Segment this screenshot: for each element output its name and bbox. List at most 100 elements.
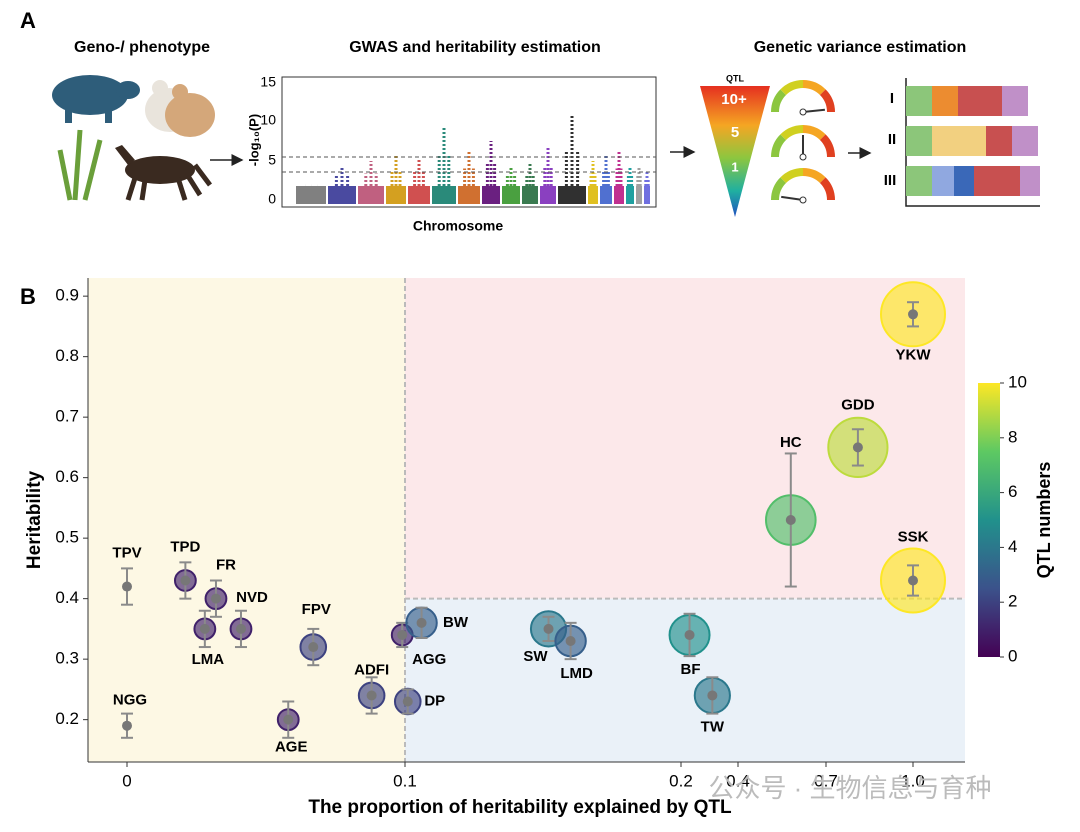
point xyxy=(180,575,191,586)
panel-label: B xyxy=(20,284,36,309)
colorbar-tick-label: 8 xyxy=(1008,427,1017,446)
x-tick-label: 0.1 xyxy=(393,771,417,790)
group-label: II xyxy=(888,131,896,148)
gauge-arc xyxy=(819,89,835,113)
point-label: FPV xyxy=(302,601,331,618)
y-tick-label: 0.5 xyxy=(55,528,79,547)
colorbar-tick-label: 10 xyxy=(1008,372,1027,391)
point xyxy=(785,515,796,525)
stacked-bars xyxy=(906,86,1040,196)
y-tick-label: 0.6 xyxy=(55,467,79,486)
tick-label: 15 xyxy=(260,74,276,90)
bar-segment xyxy=(958,86,1002,116)
point xyxy=(122,581,132,592)
point xyxy=(852,442,863,453)
bar-segment xyxy=(986,126,1012,156)
gauge-arc xyxy=(771,177,787,201)
chromosome-block xyxy=(626,186,634,204)
point xyxy=(397,629,408,640)
point-label: DP xyxy=(424,692,445,709)
gauge-arc xyxy=(771,89,787,113)
heading: GWAS and heritability estimation xyxy=(349,39,601,56)
funnel-title: QTL xyxy=(726,73,744,83)
x-tick-label: 0.2 xyxy=(669,771,693,790)
heading: Genetic variance estimation xyxy=(754,39,967,56)
chromosome-block xyxy=(636,186,642,204)
bar-segment xyxy=(954,166,974,196)
tick-label: 5 xyxy=(268,152,276,168)
gauge-arc xyxy=(780,168,804,184)
chromosome-block xyxy=(588,186,598,204)
gauge-hub xyxy=(799,153,807,161)
bar-segment xyxy=(906,166,932,196)
heading: Geno-/ phenotype xyxy=(74,39,210,56)
animal-icons xyxy=(52,75,215,201)
colorbar-label: QTL numbers xyxy=(1034,462,1054,579)
point xyxy=(565,636,576,646)
point-label: SW xyxy=(523,648,548,665)
plot: 0.2 0.3 0.4 0.5 0.6 0.7 0.8 0.9 0 0.1 0.2 0.4 0.7 1.0… xyxy=(24,278,1054,818)
bar-segment xyxy=(1020,166,1040,196)
region-low xyxy=(88,278,405,762)
axis-label: -log₁₀(P) xyxy=(246,114,261,166)
manhattan-points xyxy=(296,116,650,204)
point-label: SSK xyxy=(898,528,929,545)
x-tick-label: 0.7 xyxy=(814,771,838,790)
y-tick-label: 0.7 xyxy=(55,407,79,426)
point xyxy=(416,617,427,628)
gauge-hub xyxy=(799,196,807,204)
manhattan-frame xyxy=(281,76,657,208)
panel-label: A xyxy=(20,8,36,33)
chromosome-block xyxy=(408,186,430,204)
chromosome-block xyxy=(432,186,456,204)
bars-frame xyxy=(905,78,1040,207)
point xyxy=(308,642,319,653)
point-label: GDD xyxy=(841,396,875,413)
group-label: I xyxy=(890,90,894,107)
bar-segment xyxy=(974,166,1020,196)
chromosome-block xyxy=(458,186,480,204)
chromosome-block xyxy=(644,186,650,204)
point-label: AGE xyxy=(275,739,308,756)
point xyxy=(235,623,246,634)
y-tick-label: 0.8 xyxy=(55,346,79,365)
gauge-hub xyxy=(799,108,807,116)
point-label: TW xyxy=(701,718,725,735)
gauge-arc xyxy=(802,80,826,96)
tick-label: 10 xyxy=(260,112,276,128)
chromosome-block xyxy=(358,186,384,204)
colorbar-tick-label: 2 xyxy=(1008,592,1017,611)
colorbar-tick-label: 6 xyxy=(1008,482,1017,501)
gauge-needle xyxy=(781,195,804,201)
point-label: BW xyxy=(443,614,469,631)
point xyxy=(122,720,132,731)
chromosome-block xyxy=(502,186,520,204)
group-label: III xyxy=(884,172,897,189)
bar-segment xyxy=(932,126,986,156)
chromosome-block xyxy=(614,186,624,204)
chromosome-block xyxy=(600,186,612,204)
bar-segment xyxy=(932,86,958,116)
bar-segment xyxy=(906,126,932,156)
bar-segment xyxy=(1002,86,1028,116)
gauge-arc xyxy=(819,177,835,201)
axis-label: Chromosome xyxy=(413,218,503,234)
point xyxy=(366,690,377,701)
point xyxy=(707,690,718,701)
point xyxy=(684,629,695,640)
point-label: LMD xyxy=(560,665,593,682)
bar-segment xyxy=(906,86,932,116)
bar-segment xyxy=(1012,126,1038,156)
gauge-arc xyxy=(802,168,826,184)
point xyxy=(402,696,413,707)
point-label: YKW xyxy=(896,346,932,363)
colorbar-tick-label: 4 xyxy=(1008,537,1017,556)
gauge-needle xyxy=(802,108,825,113)
gauges xyxy=(771,80,835,204)
funnel-level: 10+ xyxy=(721,91,747,108)
funnel-level: 1 xyxy=(731,159,738,174)
funnel xyxy=(700,86,770,217)
y-tick-label: 0.3 xyxy=(55,649,79,668)
x-axis-label: The proportion of heritability explained… xyxy=(308,797,732,818)
gauge-arc xyxy=(780,125,804,141)
